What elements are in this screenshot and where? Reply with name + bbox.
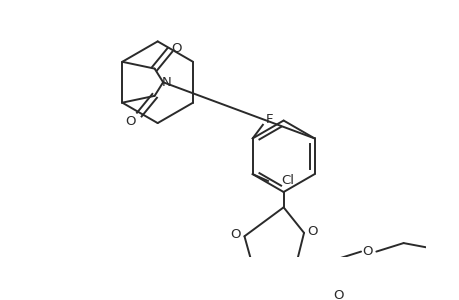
Text: Cl: Cl (281, 175, 294, 188)
Text: O: O (307, 225, 317, 238)
Text: O: O (230, 228, 241, 241)
Text: O: O (125, 115, 136, 128)
Text: O: O (362, 245, 372, 258)
Text: N: N (161, 76, 171, 89)
Text: O: O (333, 289, 343, 300)
Text: F: F (265, 113, 273, 126)
Text: O: O (171, 42, 182, 55)
